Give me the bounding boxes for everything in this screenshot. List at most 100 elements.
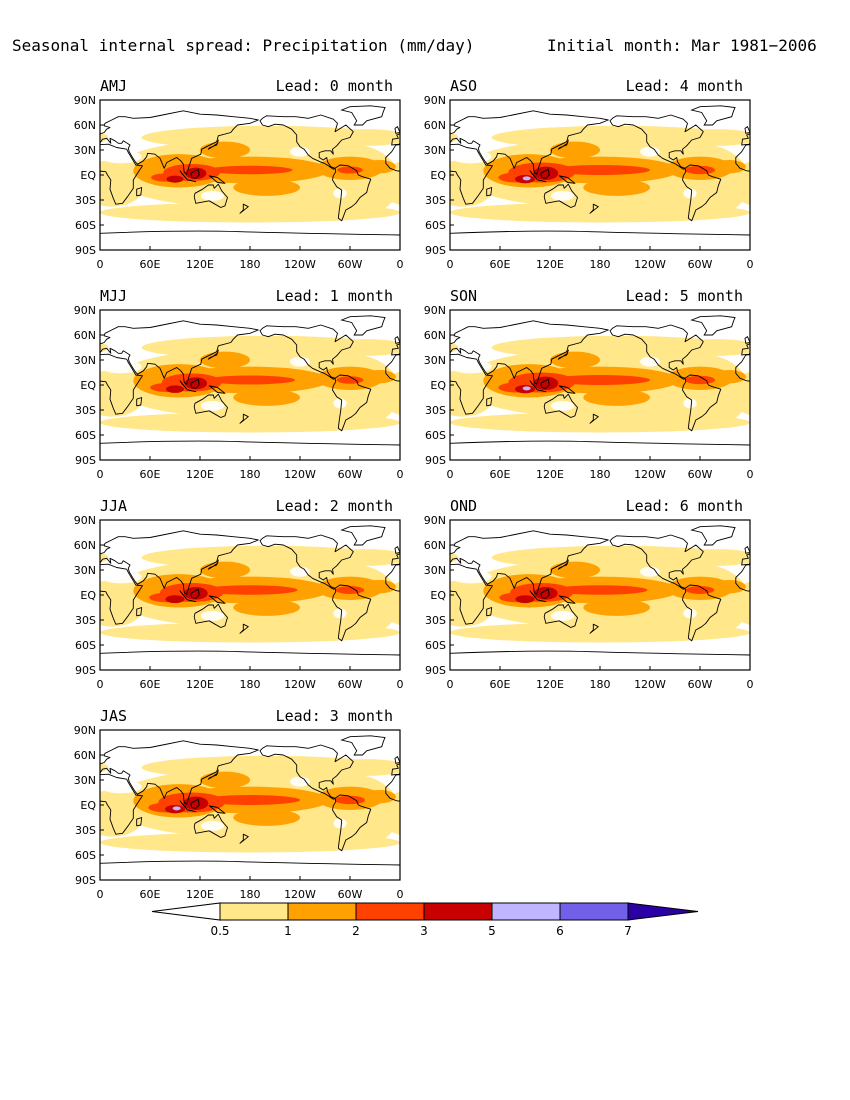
- lon-tick-label: 60W: [338, 258, 363, 271]
- lon-tick-label: 180: [590, 678, 611, 691]
- panel-lead: Lead: 0 month: [276, 77, 393, 95]
- lon-tick-label: 0: [397, 888, 404, 901]
- lat-tick-label: EQ: [430, 169, 446, 182]
- lat-tick-label: 60S: [75, 639, 96, 652]
- lat-tick-label: 60N: [74, 119, 96, 132]
- lat-tick-label: 60N: [424, 329, 446, 342]
- lat-tick-label: 30N: [74, 144, 96, 157]
- lon-tick-label: 120E: [186, 678, 214, 691]
- lat-tick-label: 90N: [74, 724, 96, 737]
- lon-tick-label: 120E: [186, 258, 214, 271]
- lat-tick-label: 60S: [75, 849, 96, 862]
- panel-season: JJA: [100, 497, 127, 515]
- lon-tick-label: 120W: [284, 468, 316, 481]
- colorbar-level-label: 3: [420, 924, 428, 938]
- lon-tick-label: 180: [590, 468, 611, 481]
- lat-tick-label: 60N: [424, 119, 446, 132]
- lon-tick-label: 0: [397, 258, 404, 271]
- lon-tick-label: 120E: [536, 678, 564, 691]
- colorbar-level-label: 1: [284, 924, 292, 938]
- lon-tick-label: 60W: [688, 258, 713, 271]
- lon-tick-label: 120W: [634, 678, 666, 691]
- lat-tick-label: EQ: [430, 589, 446, 602]
- colorbar-level-label: 0.5: [210, 924, 229, 938]
- lon-tick-label: 0: [747, 678, 754, 691]
- lon-tick-label: 120W: [284, 678, 316, 691]
- lon-tick-label: 180: [240, 468, 261, 481]
- panel-lead: Lead: 6 month: [626, 497, 743, 515]
- panel-season: AMJ: [100, 77, 127, 95]
- colorbar-level-label: 6: [556, 924, 564, 938]
- lat-tick-label: 30S: [75, 614, 96, 627]
- lat-tick-label: 90S: [425, 454, 446, 467]
- lat-tick-label: 60S: [75, 219, 96, 232]
- lon-tick-label: 120E: [536, 468, 564, 481]
- lat-tick-label: 90S: [75, 454, 96, 467]
- lat-tick-label: 90N: [424, 514, 446, 527]
- lon-tick-label: 60W: [688, 468, 713, 481]
- lat-tick-label: 30S: [75, 194, 96, 207]
- lat-tick-label: 90N: [424, 304, 446, 317]
- panel-season: ASO: [450, 77, 477, 95]
- panel-lead: Lead: 3 month: [276, 707, 393, 725]
- panel-season: SON: [450, 287, 477, 305]
- lon-tick-label: 0: [97, 258, 104, 271]
- lon-tick-label: 0: [447, 468, 454, 481]
- lon-tick-label: 180: [240, 678, 261, 691]
- lon-tick-label: 60E: [140, 468, 161, 481]
- lat-tick-label: 90N: [74, 514, 96, 527]
- lon-tick-label: 60W: [688, 678, 713, 691]
- lon-tick-label: 60E: [140, 258, 161, 271]
- lat-tick-label: 30S: [75, 404, 96, 417]
- lat-tick-label: 90S: [425, 664, 446, 677]
- lat-tick-label: 30S: [425, 194, 446, 207]
- colorbar-level-label: 2: [352, 924, 360, 938]
- colorbar-swatch: [491, 902, 561, 921]
- lat-tick-label: 30S: [425, 614, 446, 627]
- lat-tick-label: 60S: [75, 429, 96, 442]
- lon-tick-label: 60E: [490, 468, 511, 481]
- lat-tick-label: EQ: [80, 799, 96, 812]
- lon-tick-label: 60E: [140, 888, 161, 901]
- colorbar-low-triangle: [151, 902, 221, 921]
- lon-tick-label: 0: [447, 678, 454, 691]
- lat-tick-label: 30N: [74, 564, 96, 577]
- colorbar-swatch: [423, 902, 493, 921]
- panel-lead: Lead: 2 month: [276, 497, 393, 515]
- lon-tick-label: 120W: [634, 468, 666, 481]
- lat-tick-label: 30N: [74, 774, 96, 787]
- panel-lead: Lead: 1 month: [276, 287, 393, 305]
- lat-tick-label: 60S: [425, 429, 446, 442]
- lat-tick-label: 30S: [425, 404, 446, 417]
- colorbar: 0.5 1 2 3 5 6 7: [151, 902, 699, 938]
- colorbar-swatch: [559, 902, 629, 921]
- lon-tick-label: 0: [397, 468, 404, 481]
- colorbar-level-label: 5: [488, 924, 496, 938]
- colorbar-swatch: [355, 902, 425, 921]
- initial-month-label: Initial month: Mar 1981−2006: [547, 36, 817, 55]
- lon-tick-label: 60E: [490, 678, 511, 691]
- lat-tick-label: EQ: [80, 169, 96, 182]
- colorbar-swatch: [287, 902, 357, 921]
- lat-tick-label: 90S: [75, 664, 96, 677]
- lat-tick-label: 30N: [424, 354, 446, 367]
- lat-tick-label: 60N: [74, 539, 96, 552]
- lon-tick-label: 60E: [140, 678, 161, 691]
- lon-tick-label: 60W: [338, 678, 363, 691]
- lon-tick-label: 180: [590, 258, 611, 271]
- lon-tick-label: 60W: [338, 888, 363, 901]
- lon-tick-label: 180: [240, 888, 261, 901]
- lat-tick-label: EQ: [80, 379, 96, 392]
- lat-tick-label: 90S: [425, 244, 446, 257]
- panel-lead: Lead: 5 month: [626, 287, 743, 305]
- panel-season: MJJ: [100, 287, 127, 305]
- panel-season: JAS: [100, 707, 127, 725]
- lon-tick-label: 0: [747, 468, 754, 481]
